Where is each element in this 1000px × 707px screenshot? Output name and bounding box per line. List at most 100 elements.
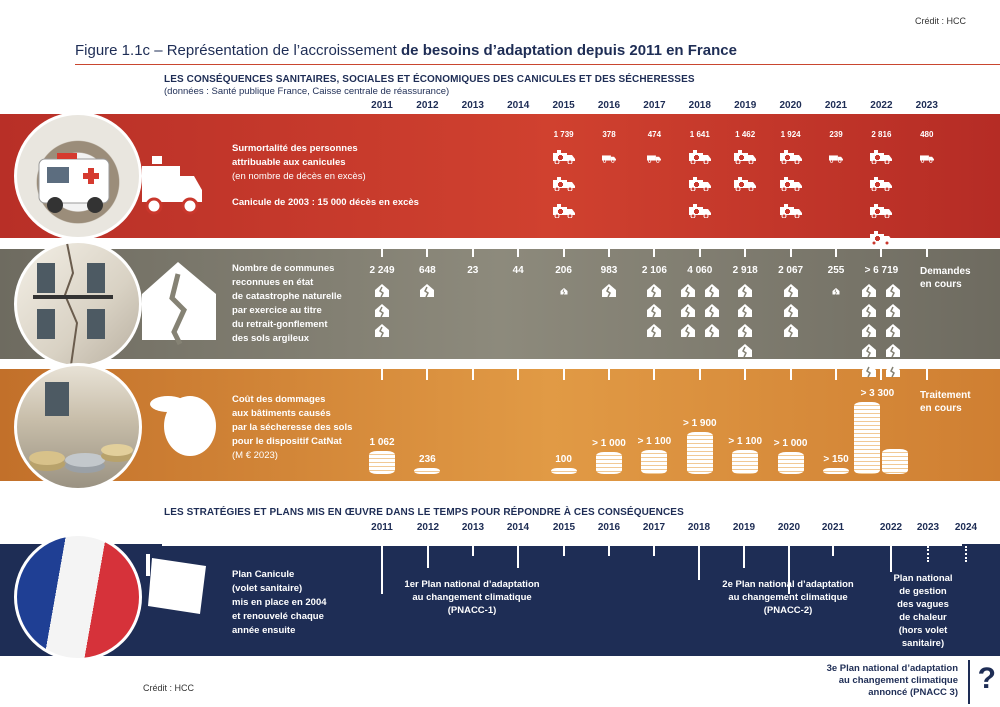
- band-separator-tick: [744, 359, 747, 369]
- ambulance-mark: [870, 204, 893, 223]
- mortality-text-note: Canicule de 2003 : 15 000 décès en excès: [232, 197, 419, 208]
- timeline-tick: [653, 546, 655, 556]
- costs-tick: [835, 369, 837, 380]
- house-mark: [861, 322, 877, 343]
- communes-pending-label: Demandes en cours: [920, 266, 971, 290]
- house-mark: [861, 362, 877, 383]
- communes-text-line: par exercice au titre: [232, 305, 322, 316]
- flag-sign-icon: [146, 554, 206, 614]
- ambulance-mark: [734, 177, 757, 196]
- figure-title-bold: de besoins d’adaptation depuis 2011 en F…: [401, 42, 737, 59]
- coins-photo-circle: [14, 363, 142, 491]
- house-mark: [374, 322, 390, 343]
- pnacc1-marker: [381, 546, 383, 582]
- house-mark: [832, 282, 840, 300]
- mortality-value-label: 474: [647, 130, 662, 139]
- band-separator-tick: [517, 359, 520, 369]
- timeline-tick: [788, 546, 790, 594]
- communes-value-label: > 6 719: [864, 265, 899, 276]
- house-mark: [646, 282, 662, 303]
- band-separator-tick: [925, 238, 928, 249]
- mortality-value-label: 1 462: [735, 130, 756, 139]
- credit-bottom: Crédit : HCC: [143, 683, 195, 693]
- band-separator-tick: [835, 359, 837, 369]
- communes-value-label: 983: [600, 265, 618, 276]
- communes-text-line: de catastrophe naturelle: [232, 291, 342, 302]
- timeline-year-label: 2014: [506, 522, 530, 533]
- house-mark: [885, 342, 901, 363]
- house-mark: [680, 282, 696, 303]
- ambulance-mark: [552, 204, 575, 223]
- coin-stack-mark: [414, 468, 441, 474]
- band-separator-tick: [381, 359, 383, 369]
- costs-tick: [880, 369, 883, 380]
- cost-value-label: > 1 900: [682, 418, 717, 430]
- communes-text-line: reconnues en état: [232, 277, 314, 288]
- timeline-year-label: 2020: [777, 522, 801, 533]
- costs-tick: [698, 369, 701, 380]
- costs-lines-line: Coût des dommages: [232, 394, 326, 405]
- house-mark: [419, 282, 435, 303]
- communes-value-label: 23: [467, 265, 479, 276]
- communes-tick: [608, 249, 610, 257]
- cost-value-label: > 1 000: [773, 438, 808, 449]
- year-label: 2023: [915, 100, 938, 111]
- timeline-axis: [162, 544, 962, 546]
- house-mark: [737, 342, 753, 363]
- ambulance-mark: [870, 177, 893, 196]
- cost-value-label: 1 062: [369, 436, 395, 448]
- communes-value-label: 648: [419, 265, 436, 276]
- house-mark: [885, 362, 901, 383]
- costs-tick: [562, 369, 565, 380]
- communes-text-line: des sols argileux: [232, 333, 310, 344]
- costs-text-unit: (M € 2023): [232, 450, 278, 461]
- house-mark: [885, 282, 901, 303]
- band-separator-tick: [880, 238, 883, 249]
- cost-value-label: > 1 000: [592, 438, 626, 449]
- pnacc3-line: annoncé (PNACC 3): [868, 687, 958, 698]
- coin-stack-mark: [854, 402, 881, 474]
- pnacc1-text: 1er Plan national d’adaptation au changem…: [372, 578, 572, 617]
- pnacc3-line: 3e Plan national d’adaptation: [826, 663, 958, 674]
- house-mark: [861, 302, 877, 323]
- communes-tick: [517, 249, 520, 257]
- band-separator-tick: [426, 359, 429, 369]
- ambulance-mark: [829, 150, 843, 168]
- plan-canicule-line: et renouvelé chaque: [232, 611, 324, 622]
- cost-value-label: > 150: [823, 454, 849, 465]
- section1-subtitle: (données : Santé publique France, Caisse…: [164, 86, 450, 97]
- vagues-line: des vagues: [897, 599, 949, 610]
- communes-tick: [698, 249, 701, 257]
- band-separator-tick: [608, 359, 610, 369]
- band-separator-tick: [562, 359, 565, 369]
- pnacc1-line: 1er Plan national d’adaptation: [404, 579, 540, 590]
- plan-canicule-line: (volet sanitaire): [232, 583, 303, 594]
- mortality-value-label: 1 641: [689, 130, 710, 139]
- pnacc2-line: 2e Plan national d’adaptation: [722, 579, 854, 590]
- cost-value-label: > 1 100: [637, 435, 672, 447]
- timeline-tick: [743, 546, 745, 568]
- mortality-text: Surmortalité des personnes attribuable a…: [232, 142, 419, 210]
- mortality-value-label: 239: [829, 130, 843, 139]
- ambulance-mark: [688, 204, 711, 223]
- mortality-text-unit: (en nombre de décès en excès): [232, 171, 366, 182]
- ambulance-mark: [870, 150, 893, 169]
- year-label: 2021: [824, 100, 848, 111]
- costs-lines-line: aux bâtiments causés: [232, 408, 331, 419]
- coin-stack-mark: [641, 449, 668, 474]
- communes-tick: [426, 249, 429, 257]
- house-mark: [861, 342, 877, 363]
- ambulance-mark: [602, 150, 616, 168]
- french-flag-icon: [14, 533, 142, 661]
- costs-tick: [426, 369, 429, 380]
- timeline-tick: [832, 546, 834, 556]
- question-divider: [968, 660, 970, 704]
- vagues-chaleur-text: Plan national de gestion des vagues de chal…: [878, 572, 968, 650]
- costs-text: Coût des dommages aux bâtiments causés par…: [232, 393, 352, 463]
- communes-value-label: 2 918: [732, 265, 758, 276]
- coin-stack-icon: [150, 396, 216, 456]
- ambulance-mark: [919, 150, 934, 168]
- timeline-year-label: 2017: [642, 522, 666, 533]
- house-mark: [601, 282, 617, 303]
- timeline-year-label: 2013: [461, 522, 485, 533]
